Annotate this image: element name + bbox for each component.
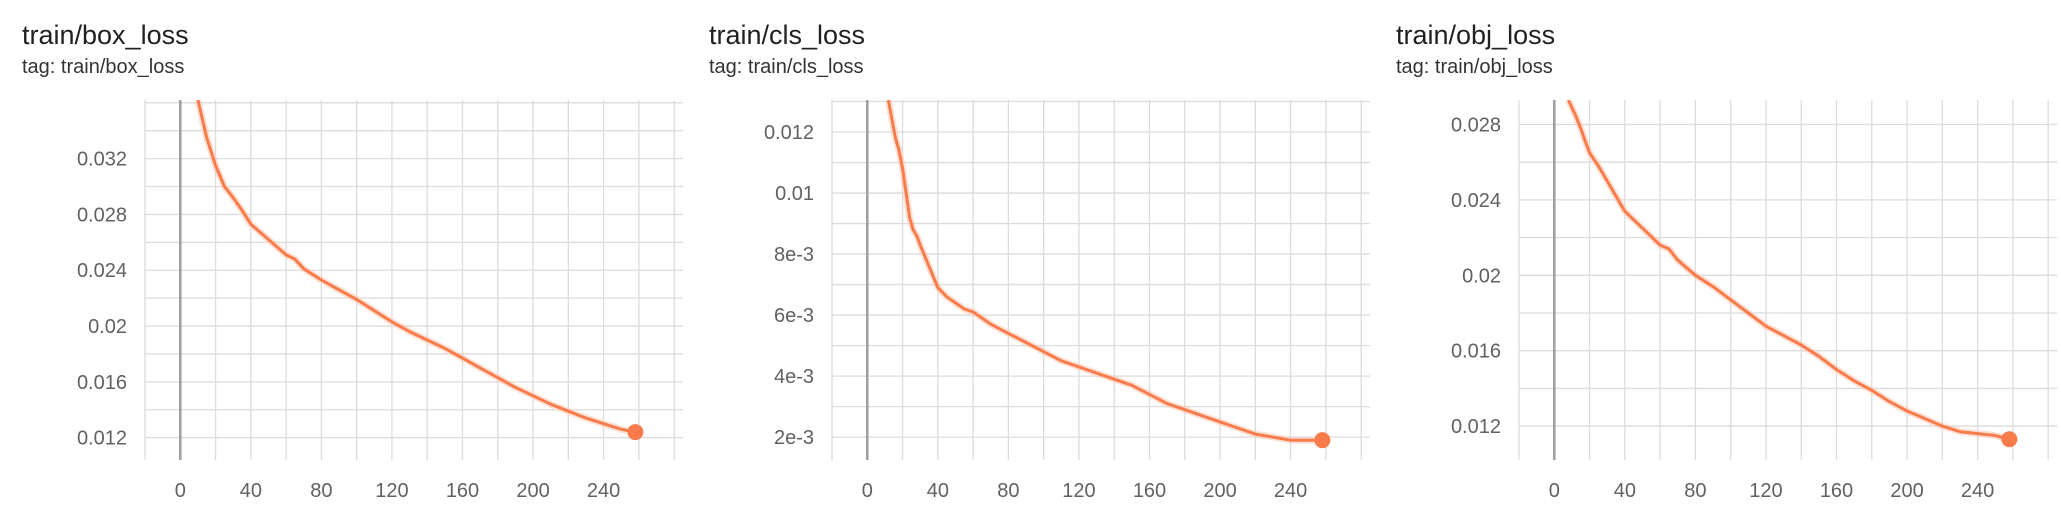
x-tick-label: 80 xyxy=(310,480,332,502)
series-line xyxy=(886,100,1323,442)
x-tick-label: 120 xyxy=(375,480,408,502)
series-line xyxy=(1567,100,2010,441)
y-tick-label: 0.016 xyxy=(77,372,127,394)
last-point-marker[interactable] xyxy=(2001,431,2018,448)
x-tick-label: 160 xyxy=(1820,480,1853,502)
y-tick-label: 0.024 xyxy=(1451,190,1501,212)
x-tick-label: 240 xyxy=(587,480,620,502)
chart-subtitle: tag: train/cls_loss xyxy=(709,56,864,78)
grid xyxy=(144,100,683,460)
line-chart-box-loss[interactable]: 0 40 80 120 160 200 240 0.012 0.016 0.02 0.024 0.02… xyxy=(0,0,687,507)
y-tick-label: 6e-3 xyxy=(774,305,814,327)
x-tick-label: 40 xyxy=(1614,480,1636,502)
y-tick-label: 0.028 xyxy=(1451,115,1501,137)
y-tick-label: 0.024 xyxy=(77,260,127,282)
y-tick-label: 0.012 xyxy=(1451,416,1501,438)
chart-card-box-loss: train/box_loss tag: train/box_loss 0 40 80… xyxy=(0,0,687,507)
line-chart-cls-loss[interactable]: 0 40 80 120 160 200 240 2e-3 4e-3 6e-3 8e-3 0.01 0.0… xyxy=(687,0,1374,507)
y-tick-label: 0.012 xyxy=(77,428,127,450)
x-tick-label: 80 xyxy=(997,480,1019,502)
x-tick-label: 0 xyxy=(175,480,186,502)
x-tick-label: 40 xyxy=(240,480,262,502)
y-tick-label: 0.02 xyxy=(1462,265,1501,287)
y-tick-label: 0.01 xyxy=(775,183,814,205)
chart-title: train/obj_loss xyxy=(1396,20,1556,50)
x-tick-label: 200 xyxy=(1890,480,1923,502)
y-tick-label: 2e-3 xyxy=(774,427,814,449)
x-tick-label: 0 xyxy=(862,480,873,502)
chart-subtitle: tag: train/obj_loss xyxy=(1396,56,1553,78)
y-tick-label: 0.012 xyxy=(764,122,814,144)
x-tick-label: 80 xyxy=(1684,480,1706,502)
series-raw-line xyxy=(884,100,1323,444)
y-tick-label: 0.032 xyxy=(77,149,127,171)
chart-title: train/box_loss xyxy=(22,20,189,50)
series-line xyxy=(196,100,636,434)
last-point-marker[interactable] xyxy=(1314,432,1331,449)
x-tick-label: 240 xyxy=(1274,480,1307,502)
grid xyxy=(831,100,1370,460)
line-chart-obj-loss[interactable]: 0 40 80 120 160 200 240 0.012 0.016 0.02 0.024 0.02… xyxy=(1374,0,2061,507)
x-tick-label: 240 xyxy=(1961,480,1994,502)
y-tick-label: 0.016 xyxy=(1451,341,1501,363)
y-tick-label: 4e-3 xyxy=(774,366,814,388)
chart-card-cls-loss: train/cls_loss tag: train/cls_loss 0 40 80… xyxy=(687,0,1374,507)
last-point-marker[interactable] xyxy=(627,424,644,441)
x-tick-label: 40 xyxy=(927,480,949,502)
chart-subtitle: tag: train/box_loss xyxy=(22,56,185,78)
x-tick-label: 120 xyxy=(1062,480,1095,502)
grid xyxy=(1518,100,2057,460)
x-tick-label: 160 xyxy=(446,480,479,502)
y-tick-label: 0.028 xyxy=(77,204,127,226)
x-tick-label: 200 xyxy=(516,480,549,502)
y-tick-label: 8e-3 xyxy=(774,244,814,266)
chart-card-obj-loss: train/obj_loss tag: train/obj_loss 0 40 80… xyxy=(1374,0,2061,507)
chart-title: train/cls_loss xyxy=(709,20,866,50)
x-tick-label: 200 xyxy=(1203,480,1236,502)
x-tick-label: 0 xyxy=(1549,480,1560,502)
x-tick-label: 120 xyxy=(1749,480,1782,502)
y-tick-label: 0.02 xyxy=(88,316,127,338)
x-tick-label: 160 xyxy=(1133,480,1166,502)
